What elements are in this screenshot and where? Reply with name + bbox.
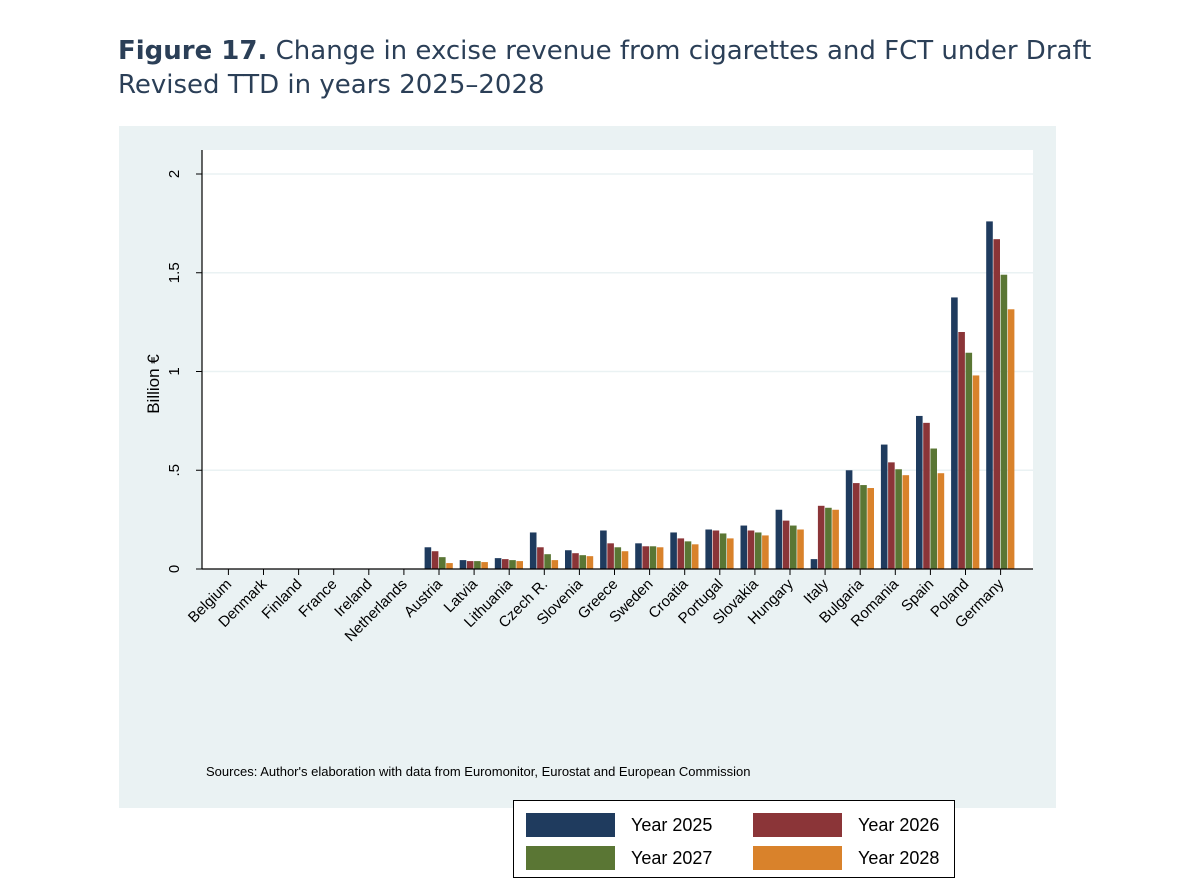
bar [797, 529, 804, 569]
legend-label-2027: Year 2027 [631, 847, 713, 868]
bar [677, 538, 685, 569]
x-tick-label: Austria [401, 575, 446, 620]
bar [937, 473, 945, 569]
figure-title: Figure 17. Change in excise revenue from… [118, 34, 1118, 102]
bar [832, 509, 839, 569]
legend-label-2025: Year 2025 [631, 814, 713, 835]
bar [691, 544, 699, 569]
bar [642, 546, 649, 569]
legend-swatch-2028 [753, 846, 842, 870]
bar [1000, 274, 1008, 569]
bar [572, 553, 579, 569]
bar [845, 470, 853, 569]
bar [656, 547, 664, 569]
bar [888, 462, 895, 569]
bar [930, 448, 937, 569]
bar [965, 352, 973, 569]
legend-item-2027: Year 2027 [526, 845, 712, 871]
chart-legend: Year 2025 Year 2026 Year 2027 Year 2028 [513, 800, 955, 878]
bar [544, 554, 551, 569]
bar [446, 563, 453, 569]
bar [916, 415, 923, 569]
bar [537, 547, 544, 569]
legend-item-2028: Year 2028 [753, 845, 939, 871]
bar [586, 556, 594, 569]
bar [775, 509, 783, 569]
bar [993, 239, 1000, 570]
bar [958, 332, 965, 569]
bar [509, 560, 516, 569]
bar [810, 559, 818, 569]
bar [923, 422, 930, 569]
bar [579, 555, 586, 569]
bar [902, 475, 910, 569]
bar [972, 375, 980, 569]
bar [790, 525, 797, 569]
bar [529, 532, 537, 569]
y-tick-label: .5 [166, 464, 183, 477]
bar [712, 530, 720, 569]
bar [459, 560, 467, 569]
x-tick-label: France [295, 576, 340, 621]
bar [867, 488, 874, 569]
bar [481, 562, 488, 569]
bar [719, 533, 727, 569]
bar [614, 547, 622, 569]
source-note: Sources: Author's elaboration with data … [206, 764, 751, 779]
bar [986, 221, 993, 569]
y-tick-label: 1 [166, 367, 183, 375]
bar [880, 444, 888, 569]
bar [424, 547, 432, 569]
bar [727, 538, 734, 569]
bar [551, 560, 559, 569]
y-tick-label: 0 [166, 565, 183, 573]
bar [431, 551, 439, 569]
bar [860, 485, 867, 569]
y-tick-label: 2 [166, 170, 183, 178]
bar [951, 297, 958, 569]
bar [1007, 309, 1015, 569]
x-tick-label: Finland [259, 576, 306, 623]
legend-label-2026: Year 2026 [858, 814, 940, 835]
figure-title-text: Change in excise revenue from cigarettes… [118, 36, 1092, 100]
bar [853, 483, 860, 569]
bar [439, 557, 446, 569]
bar [466, 561, 474, 569]
bar [600, 530, 607, 569]
y-axis-label: Billion € [144, 354, 163, 414]
legend-swatch-2027 [526, 846, 615, 870]
legend-item-2025: Year 2025 [526, 812, 712, 838]
legend-swatch-2026 [753, 813, 842, 837]
bar [635, 543, 642, 569]
bar [747, 530, 755, 569]
bar [474, 561, 481, 569]
bar [516, 561, 523, 569]
bar [782, 520, 790, 569]
figure-number: Figure 17. [118, 36, 268, 66]
bar [684, 541, 692, 569]
bar [817, 505, 825, 569]
bar [825, 507, 832, 569]
bar [565, 550, 572, 569]
legend-item-2026: Year 2026 [753, 812, 939, 838]
bar [502, 559, 509, 569]
bar [607, 543, 614, 569]
bar [895, 469, 902, 569]
chart-panel: 0.5 1 1.5 2 Billion € Belgium Denmark Finland Fr… [119, 126, 1056, 878]
bar [754, 532, 762, 569]
bar [621, 551, 629, 569]
y-tick-label: 1.5 [166, 262, 183, 283]
bar [494, 558, 502, 569]
bar [762, 535, 769, 569]
legend-label-2028: Year 2028 [858, 847, 940, 868]
bar [670, 532, 677, 569]
bar [649, 546, 657, 569]
bar [705, 529, 712, 569]
bar [740, 525, 748, 569]
legend-swatch-2025 [526, 813, 615, 837]
